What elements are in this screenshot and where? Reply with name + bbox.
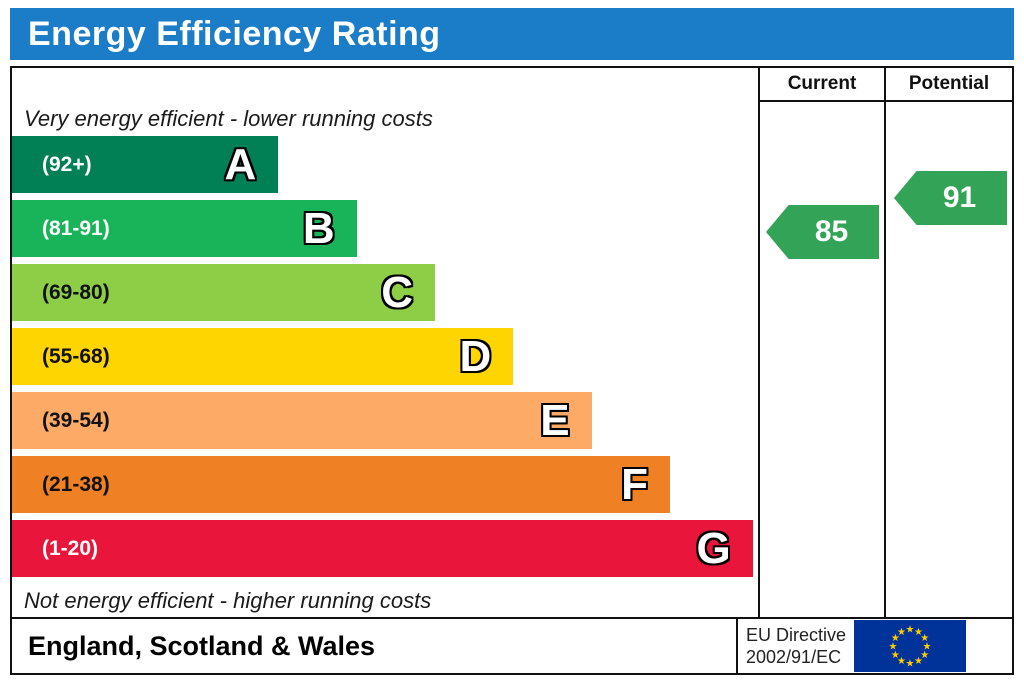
current-arrow-area: 85 <box>760 102 884 617</box>
eu-directive-line1: EU Directive <box>746 624 847 645</box>
potential-arrow-area: 91 <box>886 102 1012 617</box>
potential-column: Potential 91 <box>884 68 1012 617</box>
eu-directive-cell: EU Directive 2002/91/EC ★ ★ ★ ★ ★ ★ ★ ★ ★ ★ ★ ★ <box>736 619 1012 673</box>
svg-text:★: ★ <box>897 627 906 638</box>
band-row: (39-54) E <box>12 392 592 449</box>
band-letter: D <box>459 331 492 381</box>
bands-column: Very energy efficient - lower running co… <box>12 68 758 617</box>
potential-value: 91 <box>942 181 977 214</box>
eu-flag-icon: ★ ★★★★★★★★★★★ <box>854 620 967 672</box>
top-note: Very energy efficient - lower running co… <box>24 106 433 131</box>
eu-directive-text: EU Directive 2002/91/EC <box>746 624 846 669</box>
svg-text:★: ★ <box>920 650 929 661</box>
band-range-label: (1-20) <box>42 536 99 560</box>
band-range-label: (69-80) <box>42 280 110 304</box>
band-range-label: (21-38) <box>42 472 110 496</box>
band-row: (92+) A <box>12 136 279 193</box>
svg-text:★: ★ <box>906 625 915 636</box>
footer: England, Scotland & Wales EU Directive 2… <box>12 619 1012 673</box>
svg-text:★: ★ <box>906 659 915 670</box>
current-arrow: 85 <box>766 205 879 259</box>
title-bar: Energy Efficiency Rating <box>10 8 1014 60</box>
current-column: Current 85 <box>758 68 884 617</box>
bottom-note: Not energy efficient - higher running co… <box>24 588 432 613</box>
svg-text:★: ★ <box>889 642 898 653</box>
bands: (92+) A (81-91) B (69-80) C (55-68) D (3… <box>12 136 758 577</box>
eu-directive-line2: 2002/91/EC <box>746 647 842 667</box>
svg-text:★: ★ <box>891 650 900 661</box>
current-value: 85 <box>814 215 849 248</box>
band-letter: F <box>621 459 648 509</box>
current-header: Current <box>760 68 884 102</box>
band-row: (1-20) G <box>12 520 753 577</box>
band-row: (55-68) D <box>12 328 514 385</box>
band-row: (69-80) C <box>12 264 435 321</box>
region-label: England, Scotland & Wales <box>28 630 376 661</box>
svg-text:★: ★ <box>914 627 923 638</box>
band-letter: G <box>696 523 731 573</box>
svg-text:★: ★ <box>920 633 929 644</box>
svg-text:★: ★ <box>923 642 932 653</box>
energy-rating-table: Very energy efficient - lower running co… <box>10 66 1014 675</box>
band-letter: A <box>224 139 257 189</box>
band-row: (81-91) B <box>12 200 357 257</box>
svg-text:★: ★ <box>914 656 923 667</box>
band-range-label: (92+) <box>42 152 92 176</box>
band-row: (21-38) F <box>12 456 670 513</box>
band-letter: C <box>381 267 413 317</box>
potential-arrow: 91 <box>894 171 1007 225</box>
band-range-label: (81-91) <box>42 216 110 240</box>
potential-header: Potential <box>886 68 1012 102</box>
band-range-label: (39-54) <box>42 408 110 432</box>
band-letter: E <box>540 395 570 445</box>
band-range-label: (55-68) <box>42 344 110 368</box>
svg-text:★: ★ <box>891 633 900 644</box>
chart-section: Very energy efficient - lower running co… <box>12 68 1012 619</box>
page-title: Energy Efficiency Rating <box>28 14 441 53</box>
band-letter: B <box>302 203 335 253</box>
svg-text:★: ★ <box>897 656 906 667</box>
